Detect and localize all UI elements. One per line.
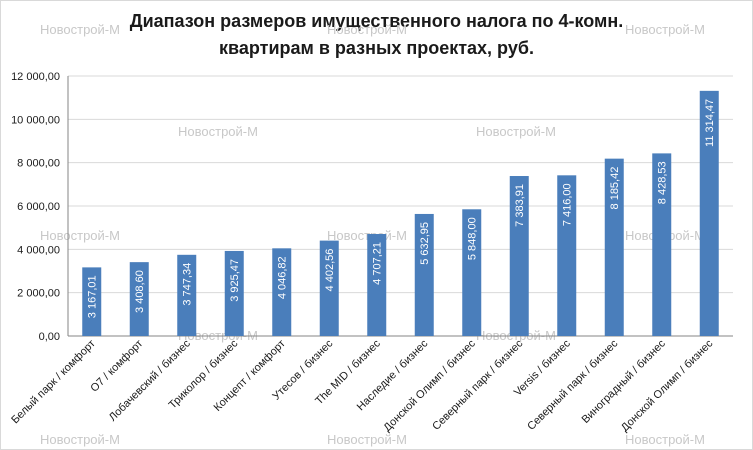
bar-value-label: 11 314,47 [704,99,716,147]
watermark: Новострой-М [625,22,705,37]
watermark: Новострой-М [625,432,705,447]
x-tick-label: Донской Олимп / бизнес [381,337,478,434]
watermark: Новострой-М [327,228,407,243]
bar [699,90,719,336]
y-tick-label: 10 000,00 [11,114,60,126]
y-tick-label: 0,00 [39,331,60,343]
bar-value-label: 4 402,56 [324,249,336,292]
y-tick-label: 8 000,00 [17,158,60,170]
chart-title: Диапазон размеров имущественного налога … [0,8,753,62]
bar-value-label: 4 046,82 [277,256,289,299]
x-tick-label: Виноградный / бизнес [580,337,669,426]
bar [509,176,529,336]
x-tick-label: Северный парк / бизнес [430,337,525,432]
watermark: Новострой-М [40,22,120,37]
x-tick-label: Северный парк / бизнес [525,337,620,432]
bar [557,175,577,336]
bar-value-label: 5 632,95 [419,222,431,265]
chart-title-line-2: квартирам в разных проектах, руб. [219,38,534,58]
watermark: Новострой-М [178,124,258,139]
bar-value-label: 3 747,34 [182,263,194,306]
bar-value-label: 3 925,47 [229,259,241,302]
bar-value-label: 4 707,21 [372,242,384,285]
watermark: Новострой-М [476,124,556,139]
watermark: Новострой-М [40,228,120,243]
bar-value-label: 3 167,01 [87,275,99,318]
bar [272,248,292,336]
y-tick-label: 2 000,00 [17,288,60,300]
bar [319,240,339,336]
watermark: Новострой-М [327,432,407,447]
bar-value-label: 5 848,00 [467,217,479,260]
bar [177,254,197,336]
x-tick-label: Белый парк / комфорт [9,338,98,427]
bar [367,234,387,336]
bar [82,267,102,336]
bar [604,158,624,336]
bar-value-label: 3 408,60 [134,270,146,313]
y-tick-label: 6 000,00 [17,201,60,213]
x-tick-label: Лобачевский / бизнес [107,337,193,423]
y-tick-label: 12 000,00 [11,71,60,83]
bar-value-label: 8 428,53 [657,161,669,204]
bar [414,213,434,336]
bar [652,153,672,336]
bar [224,250,244,336]
bar [462,209,482,336]
chart-title-line-1: Диапазон размеров имущественного налога … [129,11,624,31]
watermark: Новострой-М [40,432,120,447]
bar [129,262,149,336]
y-tick-label: 4 000,00 [17,244,60,256]
x-tick-label: Донской Олимп / бизнес [619,337,716,434]
watermark: Новострой-М [327,22,407,37]
bar-value-label: 7 383,91 [514,184,526,227]
bar-value-label: 8 185,42 [609,167,621,210]
bar-value-label: 7 416,00 [562,183,574,226]
